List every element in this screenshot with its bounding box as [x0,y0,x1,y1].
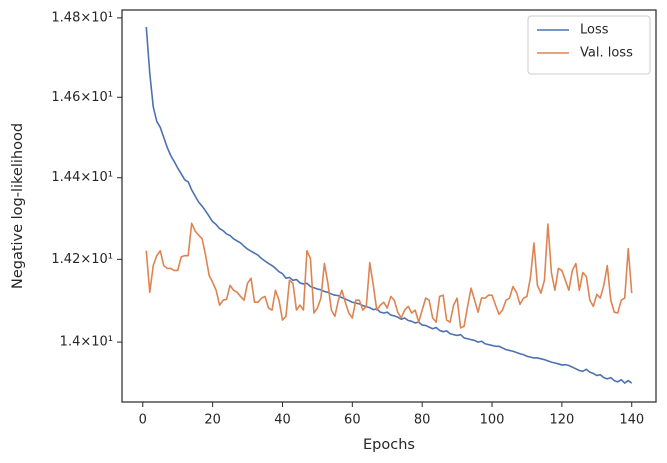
x-tick-label: 80 [414,413,431,428]
x-tick-label: 100 [480,413,505,428]
x-tick-label: 20 [204,413,221,428]
x-tick-label: 40 [274,413,291,428]
x-tick-label: 120 [549,413,574,428]
x-tick-label: 0 [139,413,147,428]
y-tick-label: 1.42×10¹ [51,252,113,267]
x-tick-label: 140 [619,413,644,428]
legend-label: Val. loss [580,46,633,61]
legend-label: Loss [580,23,609,38]
y-tick-label: 1.4×10¹ [60,335,113,350]
y-tick-label: 1.48×10¹ [51,10,113,25]
y-axis-label: Negative log-likelihood [10,123,26,289]
plot-frame [121,9,657,403]
x-tick-label: 60 [344,413,361,428]
y-tick-label: 1.46×10¹ [51,90,113,105]
line-series [145,26,633,384]
x-axis-label: Epochs [363,437,415,453]
y-tick-label: 1.44×10¹ [51,170,113,185]
line-series [145,222,633,329]
